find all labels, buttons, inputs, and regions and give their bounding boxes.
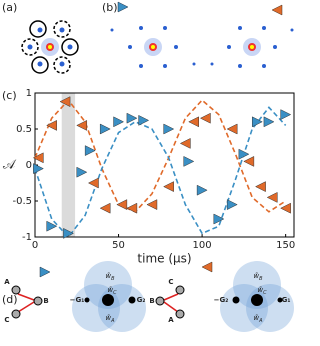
panel-d-labels: ABC−G₁ G₂w̃Bw̃Cw̃A ABC−G₂ G₁w̃Aw̃Cw̃B xyxy=(4,272,290,324)
wannier-symbol: w̃ xyxy=(257,286,263,294)
y-tick-label: -0.5 xyxy=(12,196,32,207)
x-tick-label: 50 xyxy=(112,240,125,251)
data-point xyxy=(46,220,58,232)
y-tick-label: 1 xyxy=(26,88,32,99)
node-label: B xyxy=(149,297,154,305)
node-label: A xyxy=(4,278,10,286)
panel-label: (a) xyxy=(2,1,17,14)
data-point xyxy=(213,213,225,225)
node-label: B xyxy=(43,297,48,305)
data-point xyxy=(188,116,199,128)
data-point xyxy=(32,152,44,164)
panel-label: (b) xyxy=(102,1,118,14)
data-point xyxy=(126,112,138,124)
chart: 0 50 100 150 -1 -0.5 0 0.5 1 time (μs) 𝒜 xyxy=(3,88,295,266)
data-point xyxy=(146,199,158,211)
g-label: G₁ xyxy=(282,296,291,304)
wannier-symbol: w̃ xyxy=(107,286,113,294)
shaded-region xyxy=(61,93,76,237)
wannier-label: w̃B xyxy=(105,272,115,282)
wannier-symbol: w̃ xyxy=(105,272,111,280)
y-tick-label: 0 xyxy=(26,160,32,171)
wannier-label: w̃C xyxy=(107,286,117,296)
data-point xyxy=(243,155,255,167)
data-point xyxy=(183,155,195,167)
data-point xyxy=(63,227,74,239)
data-point xyxy=(163,181,174,193)
wannier-label: w̃B xyxy=(253,272,263,282)
data-point xyxy=(113,116,125,128)
data-point xyxy=(255,181,266,193)
g-label: −G₂ xyxy=(214,296,229,304)
data-point xyxy=(199,112,211,124)
data-point xyxy=(76,119,88,131)
data-point xyxy=(76,166,88,178)
panel-label: (d) xyxy=(2,293,18,306)
y-axis-label: 𝒜 xyxy=(3,158,17,173)
data-point xyxy=(226,199,238,211)
data-point xyxy=(99,202,111,214)
y-tick-label: 0.5 xyxy=(16,124,32,135)
node-label: C xyxy=(168,278,173,286)
wannier-symbol: w̃ xyxy=(253,314,259,322)
data-point xyxy=(84,145,96,157)
data-point xyxy=(179,137,191,149)
y-tick-label: -1 xyxy=(22,232,32,243)
data-point xyxy=(138,114,150,126)
data-point xyxy=(266,191,278,203)
wannier-subscript: A xyxy=(258,318,263,324)
data-point xyxy=(196,184,208,196)
panel-label: (c) xyxy=(2,89,17,102)
data-point xyxy=(263,116,275,128)
data-point xyxy=(87,177,99,189)
node-label: A xyxy=(168,316,174,324)
wannier-label: w̃A xyxy=(105,314,115,324)
x-tick-label: 100 xyxy=(193,240,212,251)
data-point xyxy=(280,109,292,121)
fit-line xyxy=(34,98,287,213)
panel-b-image xyxy=(110,1,294,68)
data-point xyxy=(46,119,57,131)
wannier-subscript: C xyxy=(113,290,117,296)
wannier-subscript: C xyxy=(263,290,267,296)
data-point xyxy=(126,202,138,214)
data-point xyxy=(116,199,128,211)
x-tick-label: 0 xyxy=(32,240,38,251)
panel-d-drawing xyxy=(11,261,294,332)
panel-a-image xyxy=(5,12,95,82)
g-label: −G₁ xyxy=(70,296,85,304)
x-axis-label: time (μs) xyxy=(137,252,191,266)
data-point xyxy=(226,123,238,135)
wannier-subscript: A xyxy=(110,318,115,324)
data-point xyxy=(33,163,44,175)
data-point xyxy=(163,123,175,135)
wannier-subscript: B xyxy=(259,276,263,282)
data-point xyxy=(238,148,250,160)
wannier-label: w̃C xyxy=(257,286,267,296)
data-point xyxy=(280,202,291,214)
x-tick-label: 150 xyxy=(276,240,295,251)
node-label: C xyxy=(4,316,9,324)
wannier-label: w̃A xyxy=(253,314,263,324)
data-point xyxy=(99,123,111,135)
figure: (a) (b) (c) (d) 0 50 100 150 -1 -0.5 0 0.5 1 time… xyxy=(2,1,295,332)
data-point xyxy=(251,116,263,128)
wannier-symbol: w̃ xyxy=(105,314,111,322)
wannier-subscript: B xyxy=(111,276,115,282)
data-point xyxy=(59,96,71,108)
g-label: G₂ xyxy=(137,296,146,304)
wannier-symbol: w̃ xyxy=(253,272,259,280)
